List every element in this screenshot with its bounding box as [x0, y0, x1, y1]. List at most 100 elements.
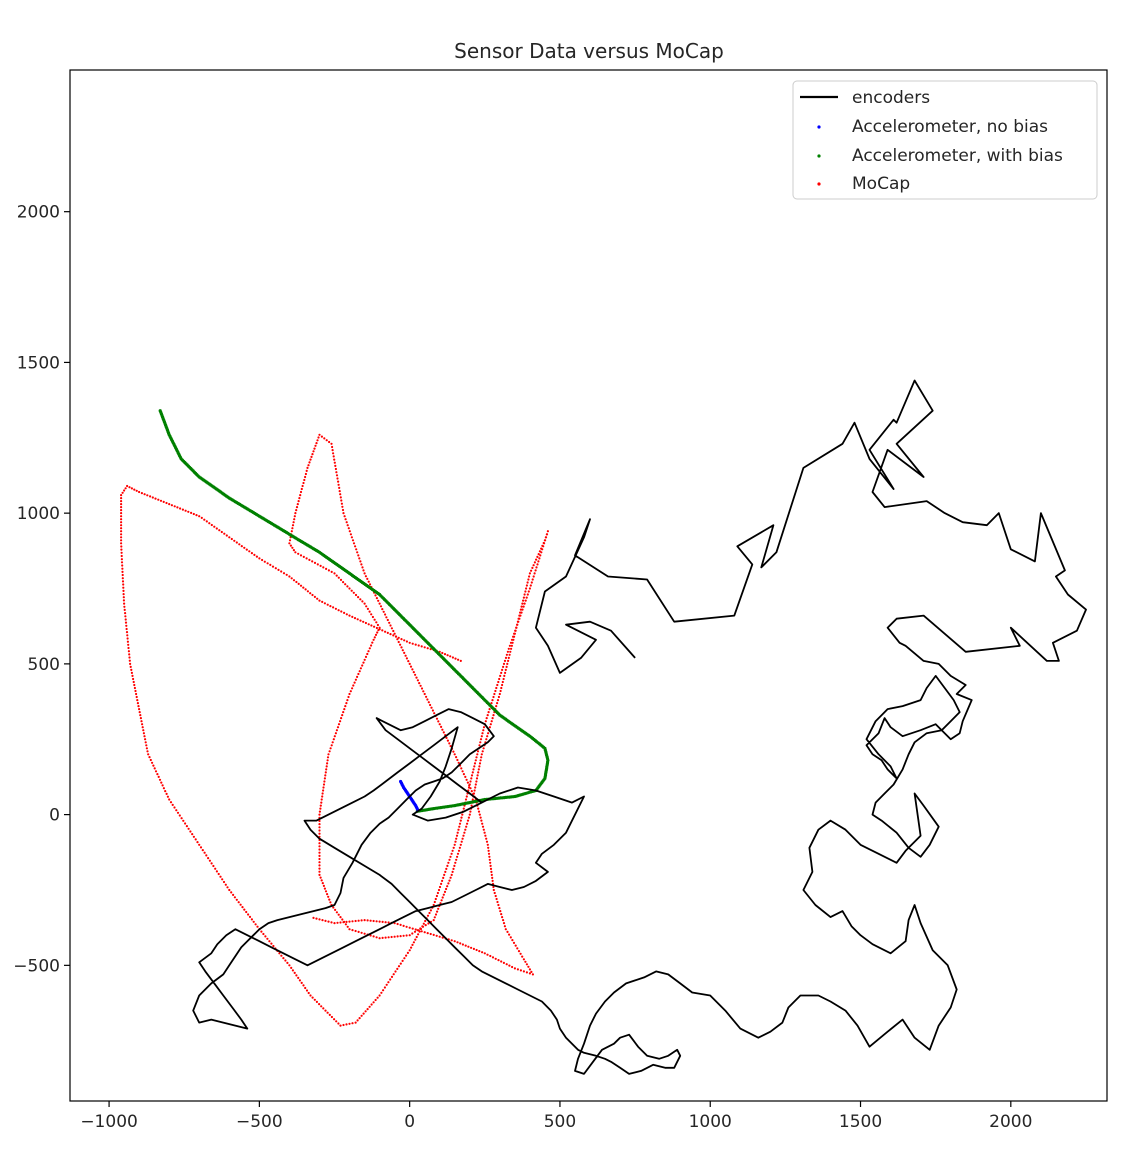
data-point: [337, 483, 340, 486]
data-point: [220, 530, 223, 534]
data-point: [438, 885, 442, 889]
data-point: [505, 665, 508, 669]
data-point: [123, 608, 126, 612]
data-point: [184, 822, 187, 825]
data-point: [294, 551, 297, 554]
data-point: [445, 867, 448, 871]
data-point: [192, 835, 195, 838]
data-point: [497, 903, 500, 907]
data-point: [321, 600, 324, 604]
data-point: [326, 762, 329, 765]
data-point: [500, 671, 503, 675]
data-point: [528, 572, 532, 575]
data-point: [490, 873, 493, 877]
data-point: [519, 952, 522, 955]
data-point: [346, 925, 349, 928]
data-point: [500, 686, 503, 690]
data-point: [477, 807, 480, 810]
data-point: [440, 899, 443, 902]
data-point: [125, 624, 128, 627]
data-point: [487, 849, 490, 852]
data-point: [335, 471, 338, 474]
data-point: [452, 750, 455, 753]
data-point: [443, 873, 446, 877]
data-point: [154, 497, 157, 500]
data-point: [480, 756, 483, 759]
data-point: [291, 546, 294, 549]
data-point: [342, 1023, 345, 1027]
data-point: [308, 558, 311, 562]
data-point: [441, 879, 444, 883]
data-point: [318, 826, 321, 829]
data-point: [539, 554, 542, 557]
data-point: [474, 783, 477, 786]
data-point: [502, 961, 505, 965]
data-point: [132, 680, 135, 684]
data-point: [403, 639, 406, 642]
data-point: [458, 825, 461, 828]
data-point: [120, 533, 123, 536]
data-point: [333, 461, 336, 464]
data-point: [513, 635, 516, 638]
data-point: [504, 656, 508, 660]
data-point: [508, 964, 511, 967]
data-point: [120, 554, 123, 558]
data-point: [352, 591, 355, 594]
data-point: [302, 555, 305, 559]
data-point: [381, 920, 384, 924]
data-point: [482, 726, 486, 729]
data-point: [132, 677, 135, 681]
data-point: [364, 1010, 367, 1013]
data-point: [248, 550, 251, 553]
data-point: [313, 447, 316, 450]
data-point: [191, 833, 194, 836]
data-point: [328, 898, 331, 901]
data-point: [396, 967, 399, 971]
data-point: [199, 846, 203, 849]
data-point: [457, 849, 461, 852]
data-point: [476, 753, 479, 756]
data-point: [332, 452, 335, 455]
data-point: [377, 629, 380, 632]
data-point: [525, 587, 528, 590]
data-point: [376, 631, 379, 634]
data-point: [486, 714, 489, 717]
data-point: [473, 789, 476, 792]
data-point: [434, 913, 438, 916]
data-point: [295, 509, 298, 512]
data-point: [123, 489, 126, 492]
data-point: [122, 589, 125, 593]
data-point: [426, 698, 429, 701]
data-point: [135, 695, 138, 699]
data-point: [143, 493, 146, 496]
data-point: [502, 677, 505, 681]
data-point: [446, 885, 449, 888]
data-point: [335, 911, 338, 914]
data-point: [328, 750, 331, 753]
data-point: [405, 657, 408, 660]
data-point: [517, 617, 520, 620]
data-point: [175, 809, 178, 812]
data-point: [320, 1005, 323, 1008]
data-point: [341, 714, 344, 717]
data-point: [164, 790, 167, 793]
data-point: [157, 498, 160, 501]
data-point: [321, 882, 324, 885]
data-point: [166, 795, 169, 798]
data-point: [378, 920, 381, 923]
data-point: [376, 996, 379, 999]
data-point: [526, 593, 529, 596]
data-point: [298, 979, 301, 982]
data-point: [504, 668, 507, 672]
x-tick-label: 1000: [689, 1112, 732, 1132]
x-tick-label: 1500: [839, 1112, 882, 1132]
data-point: [503, 674, 506, 678]
data-point: [453, 940, 456, 943]
data-point: [528, 575, 531, 578]
data-point: [128, 659, 131, 662]
data-point: [469, 787, 472, 790]
data-point: [351, 1022, 354, 1025]
data-point: [292, 579, 296, 582]
data-point: [484, 834, 487, 837]
